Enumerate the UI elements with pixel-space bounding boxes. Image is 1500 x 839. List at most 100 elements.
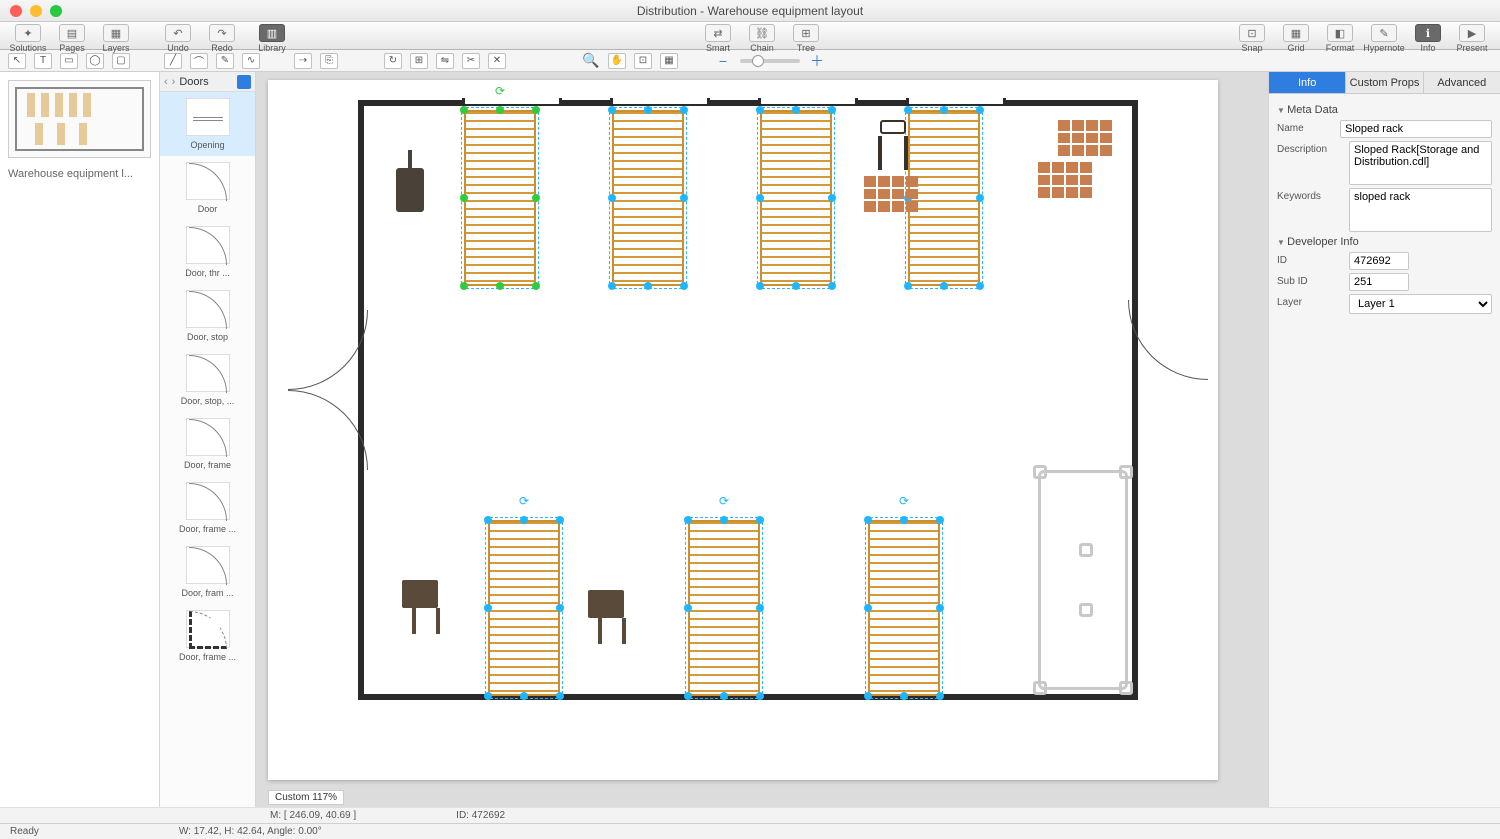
canvas-area[interactable]: ⟳⟳⟳⟳ Custom 117% (256, 72, 1268, 807)
selection-handle[interactable] (484, 692, 492, 700)
selection-handle[interactable] (684, 516, 692, 524)
selection-handle[interactable] (756, 106, 764, 114)
library-item[interactable]: Door, frame ... (160, 476, 255, 540)
selection-handle[interactable] (940, 282, 948, 290)
sloped-rack[interactable] (688, 520, 760, 696)
rotate-handle[interactable]: ⟳ (719, 496, 729, 506)
forklift[interactable] (396, 150, 424, 212)
pallet-jack[interactable] (878, 120, 908, 170)
grid-button[interactable]: ▦Grid (1274, 24, 1318, 53)
selection-handle[interactable] (904, 106, 912, 114)
pages-button[interactable]: ▤Pages (50, 24, 94, 53)
selection-handle[interactable] (756, 282, 764, 290)
snap-button[interactable]: ⊡Snap (1230, 24, 1274, 53)
platform-trolley[interactable] (1038, 470, 1128, 690)
selection-handle[interactable] (496, 282, 504, 290)
cart[interactable] (402, 580, 450, 637)
selection-handle[interactable] (756, 194, 764, 202)
selection-handle[interactable] (756, 692, 764, 700)
ellipse-tool[interactable]: ◯ (86, 53, 104, 69)
library-next-icon[interactable]: › (172, 76, 176, 88)
cut-tool[interactable]: ✂ (462, 53, 480, 69)
selection-handle[interactable] (556, 692, 564, 700)
selection-handle[interactable] (936, 692, 944, 700)
pallet[interactable] (1038, 162, 1092, 198)
zoom-slider[interactable] (740, 59, 800, 63)
line-tool[interactable]: ╱ (164, 53, 182, 69)
library-item[interactable]: Door, stop, ... (160, 348, 255, 412)
redo-button[interactable]: ↷Redo (200, 24, 244, 53)
selection-handle[interactable] (720, 692, 728, 700)
selection-handle[interactable] (644, 282, 652, 290)
sloped-rack[interactable] (908, 110, 980, 286)
selection-handle[interactable] (484, 516, 492, 524)
rotate-tool[interactable]: ↻ (384, 53, 402, 69)
cart[interactable] (588, 590, 636, 647)
library-item[interactable]: Door, stop (160, 284, 255, 348)
rounded-tool[interactable]: ▢ (112, 53, 130, 69)
selection-handle[interactable] (608, 194, 616, 202)
selection-handle[interactable] (828, 282, 836, 290)
tab-info[interactable]: Info (1269, 72, 1346, 93)
pallet[interactable] (1058, 120, 1112, 156)
layer-select[interactable]: Layer 1 (1349, 294, 1492, 314)
selection-handle[interactable] (828, 106, 836, 114)
library-item[interactable]: Door, fram ... (160, 540, 255, 604)
library-item[interactable]: Door, frame (160, 412, 255, 476)
sloped-rack[interactable] (488, 520, 560, 696)
chain-button[interactable]: ⛓Chain (740, 24, 784, 53)
sloped-rack[interactable] (760, 110, 832, 286)
library-item[interactable]: Opening (160, 92, 255, 156)
tab-custom-props[interactable]: Custom Props (1346, 72, 1423, 93)
selection-handle[interactable] (936, 516, 944, 524)
selection-handle[interactable] (900, 692, 908, 700)
pallet[interactable] (864, 176, 918, 212)
sloped-rack[interactable] (464, 110, 536, 286)
present-button[interactable]: ▶Present (1450, 24, 1494, 53)
selection-handle[interactable] (520, 516, 528, 524)
connector-tool[interactable]: ⇢ (294, 53, 312, 69)
selection-handle[interactable] (684, 692, 692, 700)
selection-handle[interactable] (644, 106, 652, 114)
hand-tool[interactable]: ✋ (608, 53, 626, 69)
selection-handle[interactable] (532, 282, 540, 290)
tree-button[interactable]: ⊞Tree (784, 24, 828, 53)
align-tool[interactable]: ⊞ (410, 53, 428, 69)
selection-handle[interactable] (720, 516, 728, 524)
selection-handle[interactable] (864, 692, 872, 700)
info-button[interactable]: ℹInfo (1406, 24, 1450, 53)
zoom-out-icon[interactable]: − (714, 53, 732, 69)
library-item[interactable]: Door (160, 156, 255, 220)
selection-handle[interactable] (864, 516, 872, 524)
selection-handle[interactable] (460, 282, 468, 290)
selection-handle[interactable] (520, 692, 528, 700)
description-field[interactable] (1349, 141, 1492, 185)
selection-handle[interactable] (792, 106, 800, 114)
zoom-in-icon[interactable]: ＋ (808, 53, 826, 69)
library-menu-icon[interactable] (237, 75, 251, 89)
selection-handle[interactable] (608, 106, 616, 114)
selection-handle[interactable] (532, 194, 540, 202)
rotate-handle[interactable]: ⟳ (519, 496, 529, 506)
page-thumbnail[interactable] (8, 80, 151, 158)
selection-handle[interactable] (556, 604, 564, 612)
text-tool[interactable]: T (34, 53, 52, 69)
selection-handle[interactable] (556, 516, 564, 524)
library-item[interactable]: Door, thr ... (160, 220, 255, 284)
layers-button[interactable]: ▦Layers (94, 24, 138, 53)
format-button[interactable]: ◧Format (1318, 24, 1362, 53)
selection-handle[interactable] (792, 282, 800, 290)
flip-tool[interactable]: ⇋ (436, 53, 454, 69)
select-tool[interactable]: ↖ (8, 53, 26, 69)
crop-tool[interactable]: ⊡ (634, 53, 652, 69)
library-back-icon[interactable]: ‹ (164, 76, 168, 88)
canvas-paper[interactable]: ⟳⟳⟳⟳ (268, 80, 1218, 780)
selection-handle[interactable] (864, 604, 872, 612)
selection-handle[interactable] (460, 194, 468, 202)
keywords-field[interactable] (1349, 188, 1492, 232)
selection-handle[interactable] (904, 282, 912, 290)
hypernote-button[interactable]: ✎Hypernote (1362, 24, 1406, 53)
delete-tool[interactable]: ✕ (488, 53, 506, 69)
undo-button[interactable]: ↶Undo (156, 24, 200, 53)
sloped-rack[interactable] (868, 520, 940, 696)
